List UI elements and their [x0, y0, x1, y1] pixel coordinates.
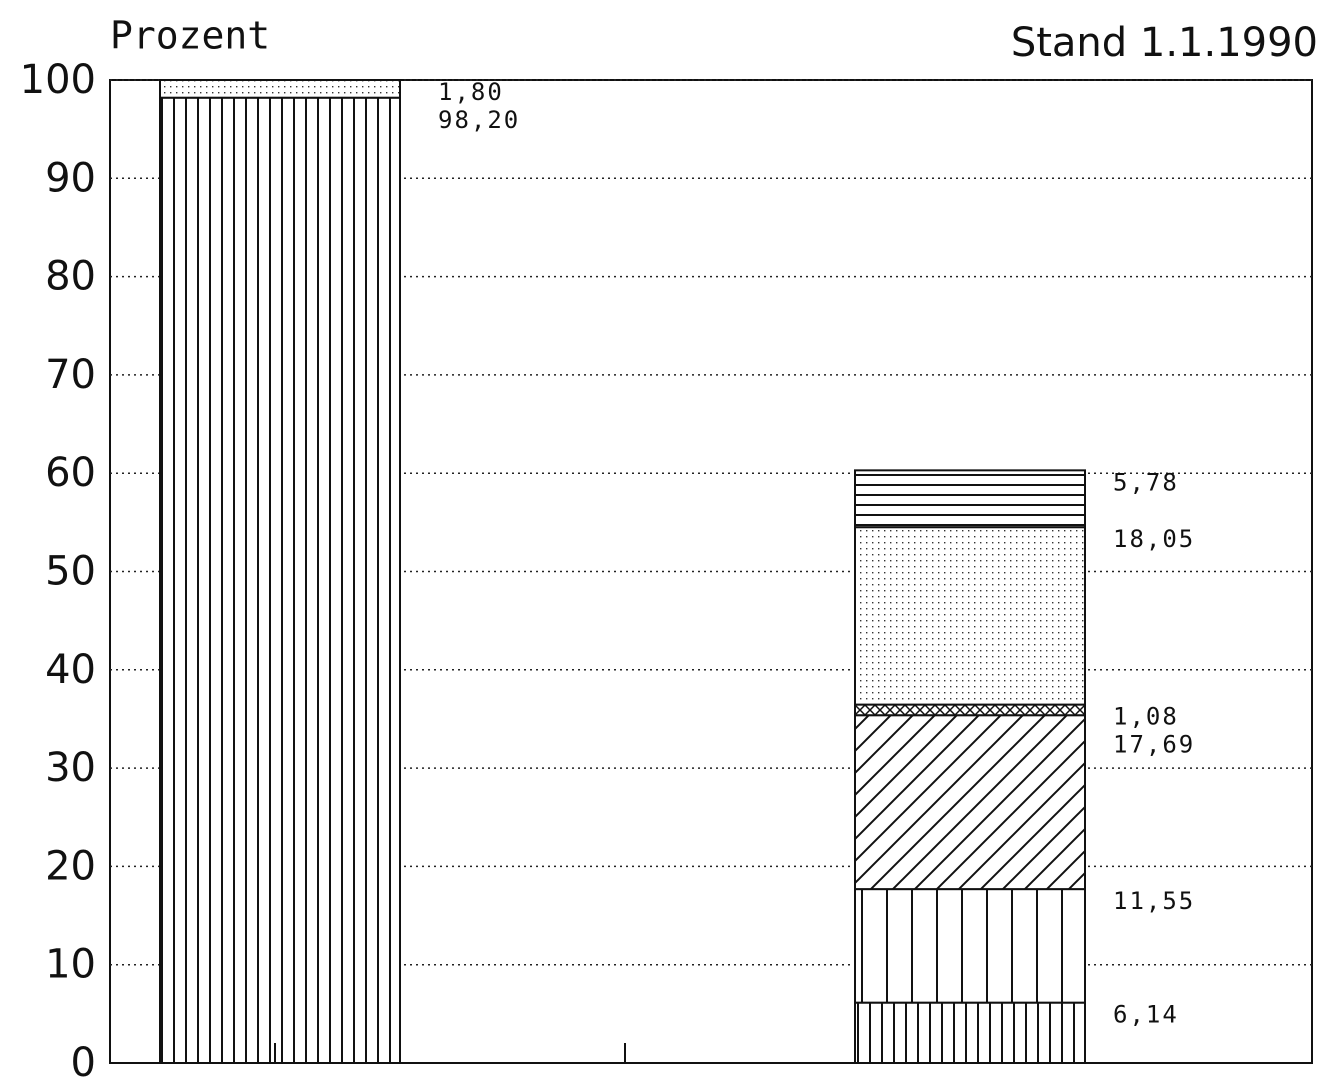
bar-segment [854, 714, 1086, 891]
y-tick-label: 80 [45, 254, 96, 300]
y-axis-label: Prozent [110, 14, 270, 58]
y-tick-label: 30 [45, 745, 96, 791]
bar-segment [854, 469, 1086, 529]
bar-segment [159, 96, 401, 1065]
y-tick-label: 20 [45, 843, 96, 889]
y-tick-label: 100 [20, 57, 96, 103]
value-label: 1,80 [438, 78, 504, 106]
value-label: 5,78 [1113, 468, 1179, 496]
bar-segment [159, 79, 401, 99]
y-tick-label: 40 [45, 647, 96, 693]
value-label: 98,20 [438, 106, 520, 134]
value-label: 18,05 [1113, 525, 1195, 553]
value-label: 6,14 [1113, 1001, 1179, 1029]
bar-segment [854, 1001, 1086, 1064]
value-label: 1,08 [1113, 703, 1179, 731]
y-tick-label: 0 [71, 1040, 96, 1083]
bar-segment [854, 703, 1086, 717]
y-tick-label: 60 [45, 450, 96, 496]
bar-segment [854, 526, 1086, 706]
y-tick-label: 70 [45, 352, 96, 398]
value-label: 11,55 [1113, 887, 1195, 915]
annotation: Stand 1.1.1990 [1011, 20, 1318, 66]
bar-segment [854, 888, 1086, 1004]
value-label: 17,69 [1113, 731, 1195, 759]
y-tick-label: 10 [45, 942, 96, 988]
y-tick-label: 90 [45, 155, 96, 201]
y-tick-label: 50 [45, 549, 96, 595]
